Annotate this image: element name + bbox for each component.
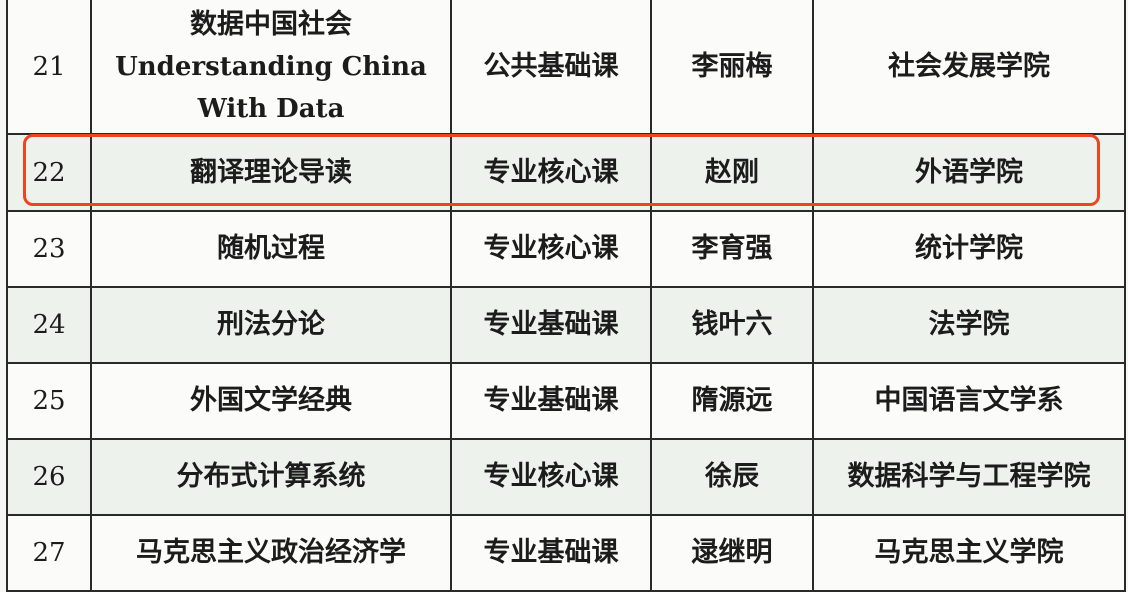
course-table: 21 数据中国社会 Understanding China With Data … <box>6 0 1126 592</box>
course-type: 专业核心课 <box>450 210 652 288</box>
course-type: 专业基础课 <box>450 514 652 592</box>
college: 中国语言文学系 <box>812 362 1126 440</box>
course-name-en-line2: With Data <box>197 93 345 124</box>
table-row: 24 刑法分论 专业基础课 钱叶六 法学院 <box>6 286 1126 364</box>
course-type: 专业核心课 <box>450 438 652 516</box>
course-name: 刑法分论 <box>90 286 452 364</box>
course-type: 公共基础课 <box>450 0 652 135</box>
teacher: 李丽梅 <box>650 0 814 135</box>
row-number: 25 <box>6 362 92 440</box>
row-number: 27 <box>6 514 92 592</box>
teacher: 逯继明 <box>650 514 814 592</box>
course-type: 专业基础课 <box>450 362 652 440</box>
course-name-cn: 数据中国社会 <box>190 8 352 40</box>
course-name: 数据中国社会 Understanding China With Data <box>90 0 452 135</box>
course-name: 随机过程 <box>90 210 452 288</box>
teacher: 赵刚 <box>650 133 814 212</box>
table-row: 27 马克思主义政治经济学 专业基础课 逯继明 马克思主义学院 <box>6 514 1126 592</box>
college: 社会发展学院 <box>812 0 1126 135</box>
course-name: 外国文学经典 <box>90 362 452 440</box>
course-name: 马克思主义政治经济学 <box>90 514 452 592</box>
table-row: 26 分布式计算系统 专业核心课 徐辰 数据科学与工程学院 <box>6 438 1126 516</box>
table-row: 23 随机过程 专业核心课 李育强 统计学院 <box>6 210 1126 288</box>
teacher: 李育强 <box>650 210 814 288</box>
row-number: 23 <box>6 210 92 288</box>
college: 法学院 <box>812 286 1126 364</box>
college: 外语学院 <box>812 133 1126 212</box>
college: 统计学院 <box>812 210 1126 288</box>
row-number: 26 <box>6 438 92 516</box>
row-number: 22 <box>6 133 92 212</box>
table-row: 21 数据中国社会 Understanding China With Data … <box>6 0 1126 135</box>
college: 马克思主义学院 <box>812 514 1126 592</box>
row-number: 24 <box>6 286 92 364</box>
table-row: 25 外国文学经典 专业基础课 隋源远 中国语言文学系 <box>6 362 1126 440</box>
course-name-en-line1: Understanding China <box>115 51 427 82</box>
teacher: 徐辰 <box>650 438 814 516</box>
row-number: 21 <box>6 0 92 135</box>
course-type: 专业基础课 <box>450 286 652 364</box>
course-name: 翻译理论导读 <box>90 133 452 212</box>
course-name: 分布式计算系统 <box>90 438 452 516</box>
table-row: 22 翻译理论导读 专业核心课 赵刚 外语学院 <box>6 133 1126 212</box>
teacher: 隋源远 <box>650 362 814 440</box>
teacher: 钱叶六 <box>650 286 814 364</box>
college: 数据科学与工程学院 <box>812 438 1126 516</box>
course-type: 专业核心课 <box>450 133 652 212</box>
